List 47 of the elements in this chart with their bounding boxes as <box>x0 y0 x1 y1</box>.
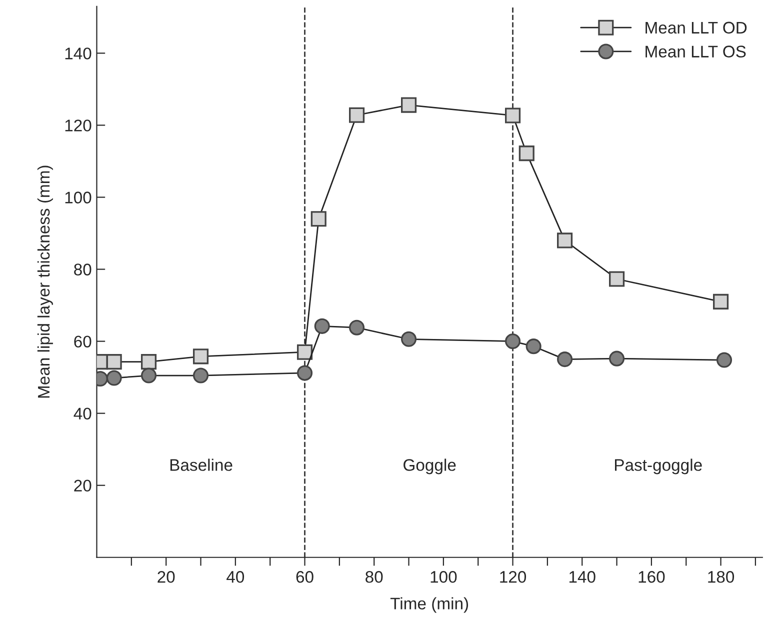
point <box>296 365 313 381</box>
point <box>106 370 122 386</box>
point <box>296 344 313 360</box>
y-tick-label: 60 <box>74 336 92 348</box>
legend-label: Mean LLT OD <box>646 22 747 34</box>
point <box>609 271 625 287</box>
point <box>518 146 534 162</box>
point <box>140 354 157 370</box>
point <box>348 107 365 123</box>
point <box>192 368 209 384</box>
annotation: Goggle <box>404 458 456 474</box>
y-tick-label: 120 <box>65 120 92 132</box>
x-tick-label: 60 <box>296 571 314 583</box>
annotation: Baseline <box>170 458 232 471</box>
point <box>526 338 542 354</box>
point <box>557 232 573 248</box>
annotation: Past-goggle <box>615 458 702 474</box>
legend-label: Mean LLT OS <box>646 46 746 58</box>
x-tick-label: 180 <box>708 571 734 583</box>
y-tick-label: 140 <box>65 48 92 60</box>
point <box>504 334 521 350</box>
x-tick-label: 100 <box>430 571 457 583</box>
point <box>557 352 573 368</box>
point <box>348 320 365 336</box>
point <box>504 108 521 124</box>
point <box>713 294 729 310</box>
x-tick-label: 80 <box>366 571 383 583</box>
point <box>310 211 326 227</box>
point <box>400 331 417 347</box>
point <box>314 318 330 334</box>
y-tick-label: 100 <box>65 192 92 204</box>
point <box>400 97 417 113</box>
point <box>140 368 157 384</box>
y-tick-label: 40 <box>74 408 92 420</box>
x-tick-label: 40 <box>226 571 244 583</box>
point <box>609 350 625 366</box>
point <box>192 348 209 364</box>
point <box>716 352 732 368</box>
y-axis-title: Mean lipid layer thickness (mm) <box>37 166 53 398</box>
y-tick-label: 20 <box>74 480 92 492</box>
x-tick-label: 140 <box>569 571 596 583</box>
x-tick-label: 120 <box>500 571 526 583</box>
x-axis-title: Time (min) <box>390 597 468 613</box>
point <box>106 354 122 370</box>
x-tick-label: 20 <box>158 571 175 583</box>
y-tick-label: 80 <box>74 264 92 276</box>
x-tick-label: 160 <box>638 571 665 583</box>
